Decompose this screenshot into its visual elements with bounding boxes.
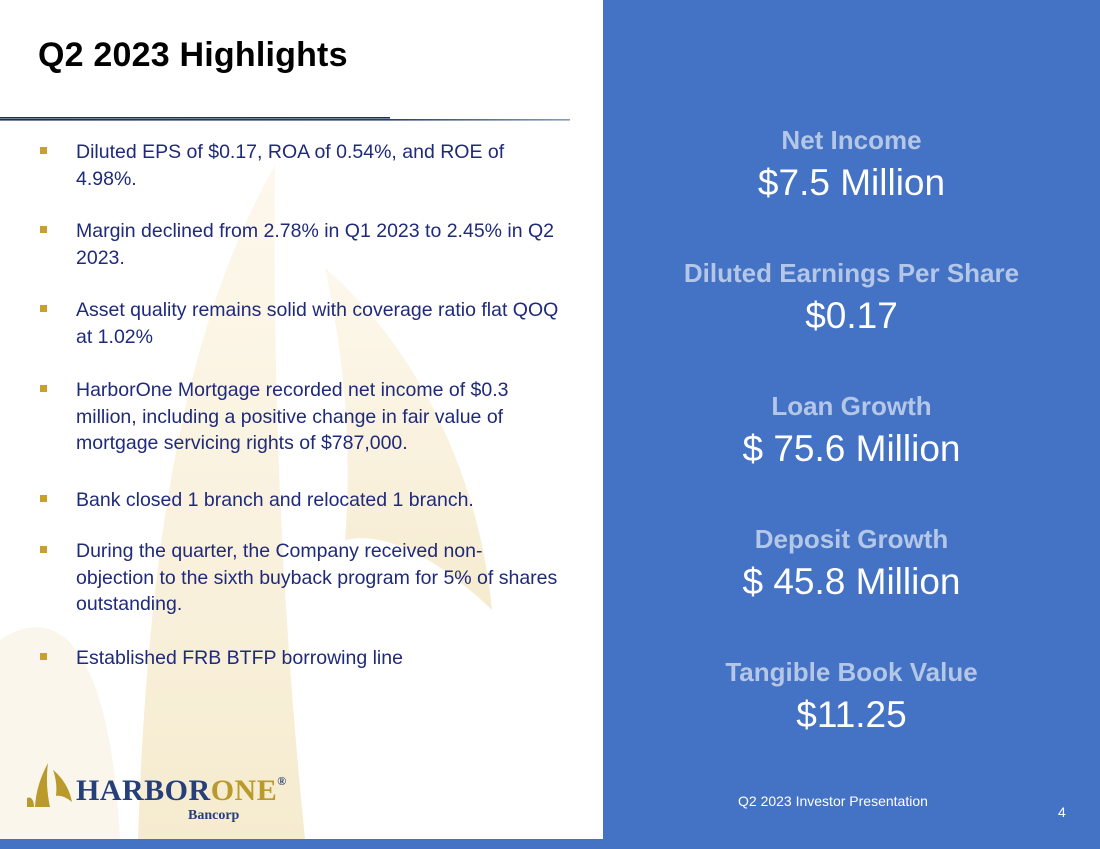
page-title: Q2 2023 Highlights	[38, 36, 348, 74]
stat-deposit-growth: Deposit Growth $ 45.8 Million	[603, 523, 1100, 605]
bullet-marker-icon	[40, 147, 47, 154]
stat-label: Tangible Book Value	[725, 657, 978, 687]
list-item: During the quarter, the Company received…	[40, 538, 560, 618]
stat-label: Net Income	[781, 125, 922, 155]
stat-value: $0.17	[805, 295, 898, 336]
list-item-text: Margin declined from 2.78% in Q1 2023 to…	[76, 220, 555, 269]
stats-panel	[603, 0, 1100, 839]
registered-mark: ®	[277, 774, 287, 788]
bullet-marker-icon	[40, 546, 47, 553]
sail-watermark-icon	[0, 165, 492, 839]
list-item-text: Asset quality remains solid with coverag…	[76, 299, 559, 348]
stat-value: $ 75.6 Million	[742, 428, 961, 469]
stat-label: Deposit Growth	[754, 524, 949, 554]
stat-label: Loan Growth	[771, 391, 932, 421]
list-item: Bank closed 1 branch and relocated 1 bra…	[40, 487, 560, 514]
list-item-text: Established FRB BTFP borrowing line	[76, 646, 403, 669]
list-item: Diluted EPS of $0.17, ROA of 0.54%, and …	[40, 139, 560, 192]
logo-word-harbor: HARBOR	[76, 774, 211, 807]
list-item: HarborOne Mortgage recorded net income o…	[40, 377, 560, 457]
sail-logo-icon	[27, 763, 72, 807]
list-item-text: HarborOne Mortgage recorded net income o…	[76, 379, 509, 454]
stat-value: $ 45.8 Million	[742, 561, 961, 602]
list-item-text: During the quarter, the Company received…	[76, 540, 558, 615]
bullet-marker-icon	[40, 226, 47, 233]
logo-subtitle: Bancorp	[188, 808, 240, 823]
logo-wordmark: HARBORONE®	[76, 774, 287, 808]
logo-word-one: ONE	[210, 774, 278, 807]
footer-presentation-title: Q2 2023 Investor Presentation	[738, 793, 928, 809]
bullet-marker-icon	[40, 385, 47, 392]
stat-net-income: Net Income $7.5 Million	[603, 124, 1100, 206]
list-item-text: Bank closed 1 branch and relocated 1 bra…	[76, 488, 474, 511]
bullet-marker-icon	[40, 305, 47, 312]
stat-loan-growth: Loan Growth $ 75.6 Million	[603, 390, 1100, 472]
highlights-list: Diluted EPS of $0.17, ROA of 0.54%, and …	[40, 139, 560, 671]
harborone-logo: HARBORONE® Bancorp	[26, 758, 286, 828]
list-item-text: Diluted EPS of $0.17, ROA of 0.54%, and …	[76, 141, 505, 190]
bullet-marker-icon	[40, 494, 47, 502]
list-item: Margin declined from 2.78% in Q1 2023 to…	[40, 218, 560, 271]
stat-tangible-book-value: Tangible Book Value $11.25	[603, 656, 1100, 738]
page-number: 4	[1058, 804, 1066, 820]
stat-diluted-eps: Diluted Earnings Per Share $0.17	[603, 257, 1100, 339]
stat-label: Diluted Earnings Per Share	[683, 258, 1020, 288]
left-content-panel: Q2 2023 Highlights Diluted EPS of $0.17,…	[0, 36, 570, 839]
list-item: Established FRB BTFP borrowing line	[40, 645, 560, 672]
title-divider	[0, 117, 570, 121]
stat-value: $7.5 Million	[757, 162, 946, 203]
stat-value: $11.25	[796, 694, 907, 735]
bullet-marker-icon	[40, 652, 47, 660]
list-item: Asset quality remains solid with coverag…	[40, 297, 560, 350]
bottom-accent-strip	[0, 839, 1100, 849]
